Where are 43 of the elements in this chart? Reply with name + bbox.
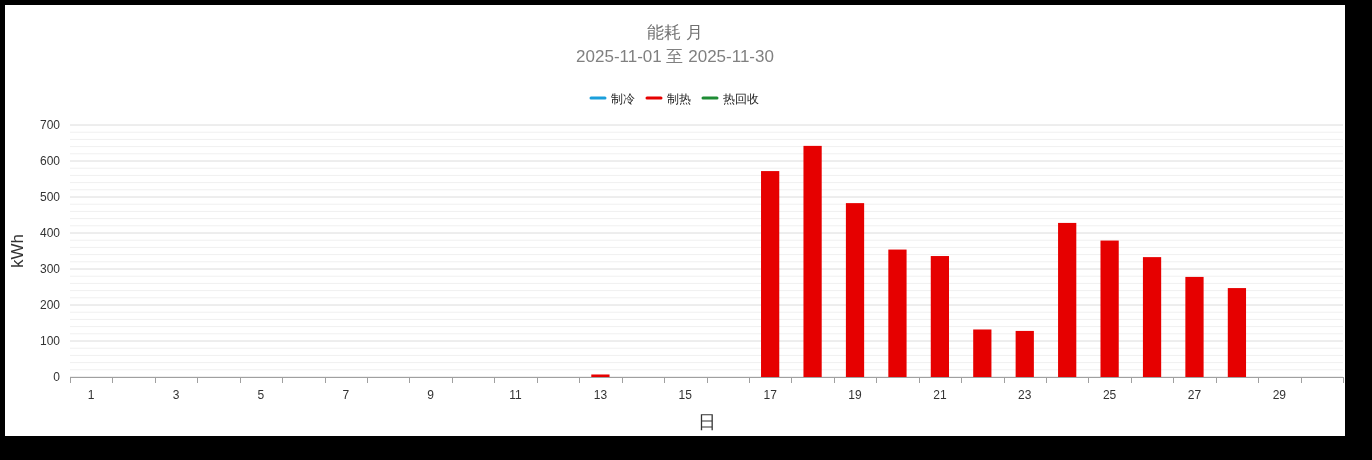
x-tick-label: 1 (87, 388, 95, 402)
x-tick-label: 21 (933, 388, 947, 402)
bar (973, 329, 992, 377)
bar (1058, 222, 1077, 377)
x-tick-label: 7 (342, 388, 350, 402)
x-tick-label: 19 (848, 388, 863, 402)
y-tick-label: 100 (39, 334, 61, 348)
legend-label: 制冷 (611, 91, 635, 106)
y-tick-label: 0 (53, 370, 61, 384)
bar (1100, 240, 1119, 377)
x-tick-label: 5 (257, 388, 265, 402)
legend-label: 制热 (667, 91, 691, 106)
x-tick-label: 29 (1272, 388, 1287, 402)
y-axis-title: kWh (8, 234, 27, 268)
y-tick-label: 700 (39, 118, 61, 132)
bar (930, 256, 950, 377)
bar (1015, 330, 1034, 377)
x-tick-label: 9 (427, 388, 435, 402)
y-tick-label: 500 (39, 190, 61, 204)
x-tick-label: 3 (172, 388, 180, 402)
y-tick-label: 200 (39, 298, 61, 312)
bar (1185, 276, 1204, 377)
x-axis-title: 日 (697, 412, 716, 432)
chart-title: 能耗 月 (647, 23, 703, 42)
y-tick-label: 300 (39, 262, 61, 276)
bar (1142, 257, 1162, 377)
bar (845, 203, 865, 377)
x-tick-label: 15 (678, 388, 693, 402)
bar (1227, 288, 1247, 377)
x-tick-label: 23 (1018, 388, 1032, 402)
bar (591, 374, 610, 377)
chart-subtitle: 2025-11-01 至 2025-11-30 (576, 47, 774, 66)
bar (888, 249, 907, 377)
y-tick-label: 400 (39, 226, 61, 240)
bar (803, 145, 822, 377)
y-tick-label: 600 (39, 154, 61, 168)
x-tick-label: 11 (509, 388, 523, 402)
legend-label: 热回收 (723, 91, 759, 106)
x-tick-label: 13 (593, 388, 608, 402)
x-tick-label: 17 (763, 388, 778, 402)
x-tick-label: 27 (1187, 388, 1202, 402)
x-tick-label: 25 (1102, 388, 1117, 402)
bar (761, 171, 780, 377)
